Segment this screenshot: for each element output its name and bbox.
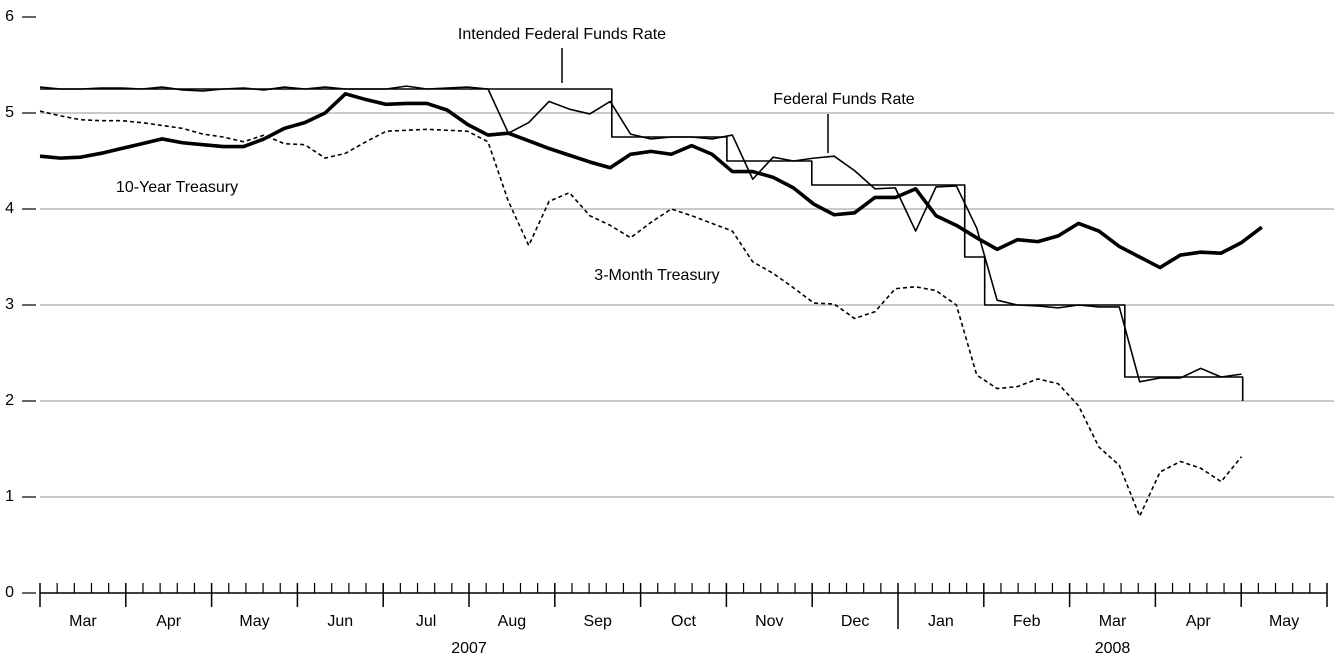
- series-line: [39, 92, 1263, 270]
- x-tick-label: May: [1269, 613, 1299, 630]
- x-tick-label: Jul: [416, 613, 436, 630]
- x-tick-label: Mar: [69, 613, 97, 630]
- series-line: [39, 110, 1243, 517]
- x-tick-label: Oct: [671, 613, 696, 630]
- series-label: Intended Federal Funds Rate: [458, 26, 666, 43]
- x-tick-label: Nov: [755, 613, 783, 630]
- x-tick-label: Jun: [327, 613, 353, 630]
- x-tick-label: Dec: [841, 613, 869, 630]
- series-label: Federal Funds Rate: [773, 91, 915, 108]
- series-label: 3-Month Treasury: [594, 267, 719, 284]
- x-tick-label: Mar: [1099, 613, 1127, 630]
- x-tick-label: Apr: [156, 613, 182, 630]
- y-tick-label: 1: [5, 488, 14, 505]
- y-tick-label: 3: [5, 296, 14, 313]
- y-tick-label: 0: [5, 584, 14, 601]
- y-tick-label: 4: [5, 200, 14, 217]
- x-tick-label: Feb: [1013, 613, 1041, 630]
- x-tick-label: May: [239, 613, 269, 630]
- series-line: [39, 85, 1242, 383]
- year-label: 2008: [1095, 640, 1131, 657]
- series-line: [40, 88, 1244, 401]
- year-label: 2007: [451, 640, 487, 657]
- y-tick-label: 6: [5, 8, 14, 25]
- x-tick-label: Apr: [1186, 613, 1212, 630]
- x-tick-label: Aug: [498, 613, 526, 630]
- y-tick-label: 5: [5, 104, 14, 121]
- x-tick-label: Jan: [928, 613, 954, 630]
- series-label: 10-Year Treasury: [116, 179, 238, 196]
- x-tick-label: Sep: [583, 613, 612, 630]
- y-tick-label: 2: [5, 392, 14, 409]
